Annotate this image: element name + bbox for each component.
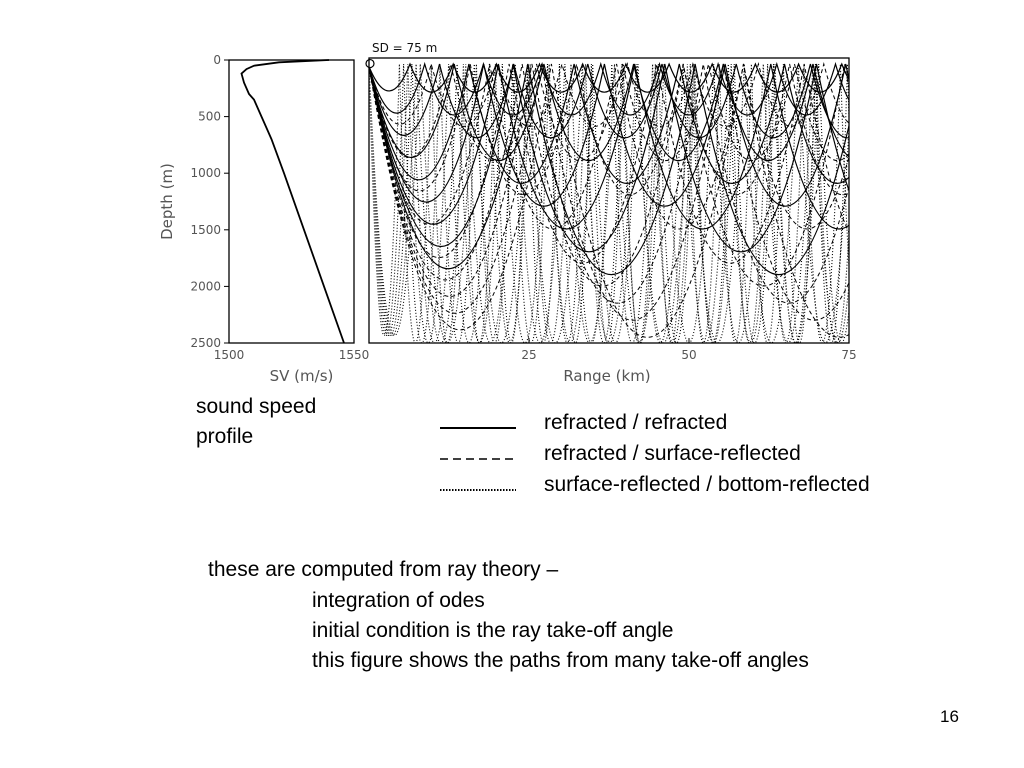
legend-dashed-label: refracted / surface-reflected xyxy=(544,442,801,465)
plot-frame xyxy=(368,57,850,344)
caption-line-1: sound speed xyxy=(196,395,317,418)
caption-line-2: profile xyxy=(196,425,254,448)
y-tick-label: 2500 xyxy=(190,336,221,350)
solid-line-icon xyxy=(440,427,516,429)
dotted-ray-path xyxy=(369,63,849,343)
solid-ray-path xyxy=(369,61,849,116)
plot-frame xyxy=(228,59,355,344)
x-tick-label: 1500 xyxy=(214,348,245,362)
ray-paths-plot: 25 50 75 Range (km) SD = 75 m xyxy=(365,41,857,385)
note-line-1: these are computed from ray theory – xyxy=(208,558,559,581)
legend-dashed: refracted / surface-reflected xyxy=(438,439,958,469)
dashed-ray-path xyxy=(369,63,849,338)
dashed-ray-path xyxy=(369,63,849,321)
dotted-ray-path xyxy=(369,63,849,343)
y-tick-label: 1500 xyxy=(190,223,221,237)
legend-solid-label: refracted / refracted xyxy=(544,411,728,434)
dashed-line-icon xyxy=(440,458,516,460)
legend-dotted-label: surface-reflected / bottom-reflected xyxy=(544,473,870,496)
x-axis-label: Range (km) xyxy=(563,367,650,385)
dashed-ray-path xyxy=(369,63,849,162)
source-marker xyxy=(365,58,375,69)
x-tick-label: 50 xyxy=(681,348,696,362)
solid-ray-path xyxy=(369,63,849,162)
y-tick-label: 1000 xyxy=(190,166,221,180)
y-axis-label: Depth (m) xyxy=(158,163,176,240)
x-tick-label: 75 xyxy=(841,348,856,362)
y-tick-label: 500 xyxy=(198,110,221,124)
ray-group xyxy=(369,61,849,343)
legend-dotted: surface-reflected / bottom-reflected xyxy=(438,470,958,500)
legend-solid: refracted / refracted xyxy=(438,408,958,438)
sound-speed-line xyxy=(240,59,345,344)
x-axis-label: SV (m/s) xyxy=(270,367,334,385)
solid-ray-path xyxy=(369,63,849,253)
dashed-ray-path xyxy=(369,62,849,127)
dashed-ray-path xyxy=(369,63,849,304)
solid-ray-path xyxy=(369,63,849,184)
solid-ray-path xyxy=(369,62,849,93)
x-tick-label: 25 xyxy=(521,348,536,362)
slide-number: 16 xyxy=(940,707,959,726)
dotted-line-icon xyxy=(440,489,516,491)
x-tick-label: 1550 xyxy=(339,348,370,362)
y-tick-label: 2000 xyxy=(190,279,221,293)
solid-ray-path xyxy=(369,63,849,207)
note-line-4: this figure shows the paths from many ta… xyxy=(312,649,809,672)
chart-title: SD = 75 m xyxy=(372,41,437,55)
dotted-ray-path xyxy=(369,63,849,343)
note-line-2: integration of odes xyxy=(312,589,485,612)
dotted-ray-path xyxy=(369,63,849,343)
note-line-3: initial condition is the ray take-off an… xyxy=(312,619,674,642)
dotted-ray-path xyxy=(369,63,849,343)
solid-ray-path xyxy=(369,63,849,230)
dotted-ray-path xyxy=(369,63,849,343)
y-tick-label: 0 xyxy=(213,53,221,67)
